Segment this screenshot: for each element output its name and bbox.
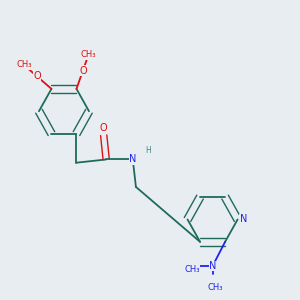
Text: N: N bbox=[209, 261, 216, 271]
Text: CH₃: CH₃ bbox=[16, 61, 32, 70]
Text: N: N bbox=[129, 154, 136, 164]
Text: H: H bbox=[145, 146, 151, 155]
Text: O: O bbox=[79, 66, 87, 76]
Text: O: O bbox=[100, 123, 107, 133]
Text: CH₃: CH₃ bbox=[184, 265, 200, 274]
Text: CH₃: CH₃ bbox=[81, 50, 96, 59]
Text: CH₃: CH₃ bbox=[208, 283, 224, 292]
Text: N: N bbox=[239, 214, 247, 224]
Text: O: O bbox=[33, 71, 41, 81]
